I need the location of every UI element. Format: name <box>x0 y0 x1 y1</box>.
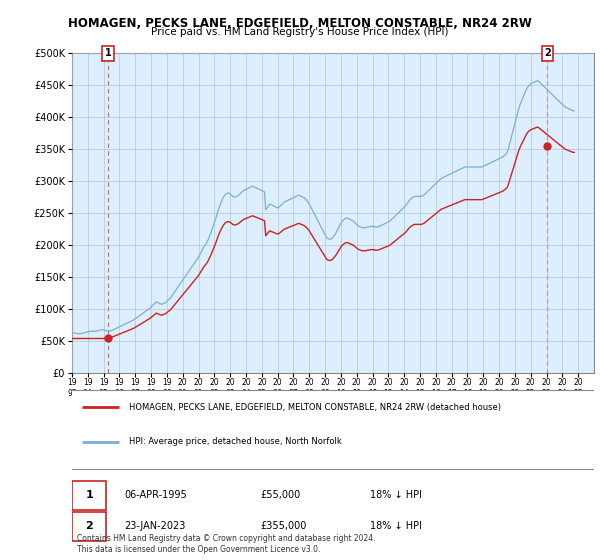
Text: 1: 1 <box>85 490 93 500</box>
Text: £355,000: £355,000 <box>260 521 306 531</box>
FancyBboxPatch shape <box>72 482 106 510</box>
FancyBboxPatch shape <box>70 390 596 469</box>
Text: Contains HM Land Registry data © Crown copyright and database right 2024.
This d: Contains HM Land Registry data © Crown c… <box>77 534 376 554</box>
Text: 18% ↓ HPI: 18% ↓ HPI <box>370 521 422 531</box>
Text: 18% ↓ HPI: 18% ↓ HPI <box>370 490 422 500</box>
Text: HPI: Average price, detached house, North Norfolk: HPI: Average price, detached house, Nort… <box>130 437 342 446</box>
FancyBboxPatch shape <box>72 512 106 541</box>
Text: £55,000: £55,000 <box>260 490 300 500</box>
Text: 06-APR-1995: 06-APR-1995 <box>124 490 187 500</box>
Text: HOMAGEN, PECKS LANE, EDGEFIELD, MELTON CONSTABLE, NR24 2RW: HOMAGEN, PECKS LANE, EDGEFIELD, MELTON C… <box>68 17 532 30</box>
Text: HOMAGEN, PECKS LANE, EDGEFIELD, MELTON CONSTABLE, NR24 2RW (detached house): HOMAGEN, PECKS LANE, EDGEFIELD, MELTON C… <box>130 403 502 412</box>
Bar <box>72 53 594 373</box>
Text: Price paid vs. HM Land Registry's House Price Index (HPI): Price paid vs. HM Land Registry's House … <box>151 27 449 37</box>
Text: 1: 1 <box>104 48 111 58</box>
Bar <box>72 53 594 373</box>
Text: 23-JAN-2023: 23-JAN-2023 <box>124 521 185 531</box>
Text: 2: 2 <box>85 521 93 531</box>
Text: 2: 2 <box>544 48 551 58</box>
